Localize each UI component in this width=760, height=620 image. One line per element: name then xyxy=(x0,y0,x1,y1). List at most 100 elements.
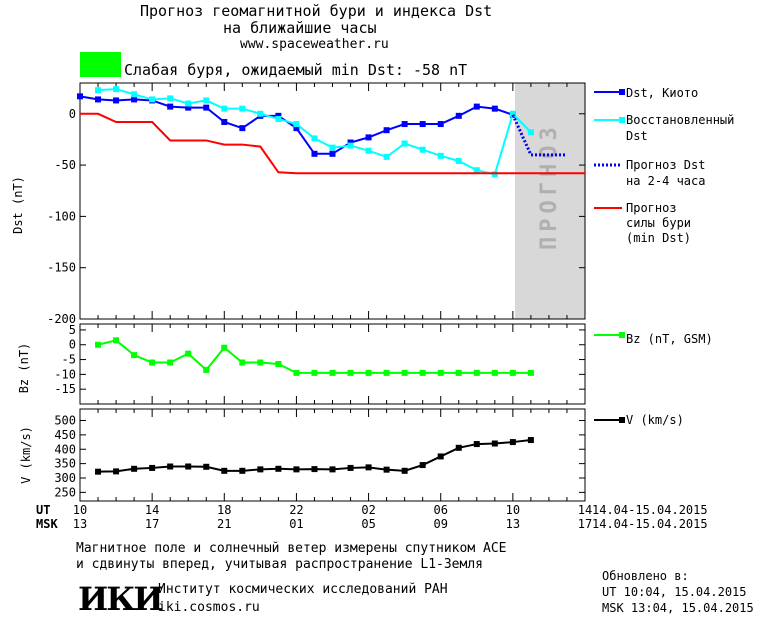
data-point xyxy=(203,366,210,373)
legend: Dst, Киото Восстановленный Dst Прогноз D… xyxy=(594,86,734,427)
legend-v: V (km/s) xyxy=(626,413,684,427)
data-point xyxy=(329,150,336,157)
bz-frame xyxy=(79,323,586,405)
msk-tick-label: 17 xyxy=(145,517,159,531)
data-point xyxy=(473,369,480,376)
data-point xyxy=(257,359,264,366)
ut-label: UT xyxy=(36,503,50,517)
data-point xyxy=(401,121,408,128)
legend-restored-2: Dst xyxy=(626,129,648,143)
y-tick-label: 500 xyxy=(54,414,76,428)
data-point xyxy=(275,465,282,472)
y-tick-label: 450 xyxy=(54,428,76,442)
data-point xyxy=(419,146,426,153)
data-point xyxy=(473,167,480,174)
data-point xyxy=(527,437,534,444)
data-point xyxy=(365,464,372,471)
legend-bz: Bz (nT, GSM) xyxy=(626,332,713,346)
data-point xyxy=(437,121,444,128)
data-point xyxy=(275,361,282,367)
legend-forecast-2: на 2-4 часа xyxy=(626,174,705,188)
y-tick-label: 350 xyxy=(54,457,76,471)
data-point xyxy=(221,467,228,474)
y-tick-label: 5 xyxy=(69,323,76,337)
note-line-2: и сдвинуты вперед, учитывая распростране… xyxy=(76,557,483,572)
forecast-label: ПРОГНОЗ xyxy=(537,122,562,250)
legend-bz-marker xyxy=(619,332,625,338)
ut-tick-label: 14 xyxy=(578,503,592,517)
data-point xyxy=(221,105,228,112)
updated-label: Обновлено в: xyxy=(602,569,689,583)
data-point xyxy=(311,150,318,157)
data-point xyxy=(275,112,282,119)
data-point xyxy=(95,468,102,475)
forecast-region xyxy=(515,83,585,319)
legend-restored-marker xyxy=(619,117,625,123)
data-point xyxy=(113,337,120,344)
data-point xyxy=(203,463,210,470)
data-point xyxy=(455,157,462,164)
data-point xyxy=(455,112,462,119)
data-point xyxy=(509,439,516,446)
data-point xyxy=(131,96,138,103)
data-point xyxy=(113,86,120,93)
data-point xyxy=(311,466,318,473)
data-point xyxy=(437,152,444,159)
data-point xyxy=(329,144,336,151)
data-point xyxy=(257,466,264,473)
msk-tick-label: 05 xyxy=(361,517,375,531)
data-point xyxy=(365,147,372,154)
data-point xyxy=(455,369,462,376)
data-point xyxy=(77,93,83,100)
msk-tick-label: 17 xyxy=(578,517,592,531)
data-point xyxy=(365,134,372,141)
data-point xyxy=(239,125,246,132)
data-point xyxy=(419,121,426,128)
data-point xyxy=(131,91,138,98)
data-point xyxy=(401,140,408,147)
data-point xyxy=(311,135,318,142)
data-point xyxy=(95,341,102,348)
data-point xyxy=(311,369,318,376)
data-point xyxy=(257,110,264,117)
data-point xyxy=(491,105,498,112)
y-tick-label: 0 xyxy=(69,107,76,121)
data-point xyxy=(347,139,354,146)
updated-ut: UT 10:04, 15.04.2015 xyxy=(602,585,747,599)
data-point xyxy=(329,466,336,473)
data-point xyxy=(185,463,192,470)
data-point xyxy=(491,440,498,447)
dst-frame xyxy=(79,82,586,320)
msk-label: MSK xyxy=(36,517,58,531)
iki-logo: ИКИ xyxy=(78,580,164,618)
storm-text: Слабая буря, ожидаемый min Dst: -58 nT xyxy=(124,61,468,79)
title-line-1: Прогноз геомагнитной бури и индекса Dst xyxy=(140,2,493,20)
ut-tick-label: 06 xyxy=(433,503,447,517)
legend-storm-1: Прогноз xyxy=(626,201,677,215)
ut-tick-label: 14 xyxy=(145,503,159,517)
data-point xyxy=(95,87,102,94)
msk-tick-label: 09 xyxy=(433,517,447,531)
y-tick-label: 400 xyxy=(54,442,76,456)
data-point xyxy=(149,464,156,471)
y-tick-label: -5 xyxy=(62,353,76,367)
bz-panel: Bz (nT) 50-5-10-15 xyxy=(17,323,586,405)
data-point xyxy=(401,369,408,376)
data-point xyxy=(275,115,282,122)
data-point xyxy=(149,359,156,366)
data-point xyxy=(293,125,300,132)
y-tick-label: -50 xyxy=(54,158,76,172)
data-point xyxy=(185,350,192,357)
y-tick-label: -200 xyxy=(47,312,76,326)
data-point xyxy=(113,97,120,104)
note-line-1: Магнитное поле и солнечный ветер измерен… xyxy=(76,541,507,556)
v-axis-label: V (km/s) xyxy=(19,426,33,484)
y-tick-label: -100 xyxy=(47,209,76,223)
data-point xyxy=(383,153,390,160)
ut-tick-label: 02 xyxy=(361,503,375,517)
data-point xyxy=(383,127,390,134)
legend-forecast-1: Прогноз Dst xyxy=(626,158,705,172)
legend-v-marker xyxy=(619,417,625,423)
ut-date-range: 14.04-15.04.2015 xyxy=(592,503,708,517)
